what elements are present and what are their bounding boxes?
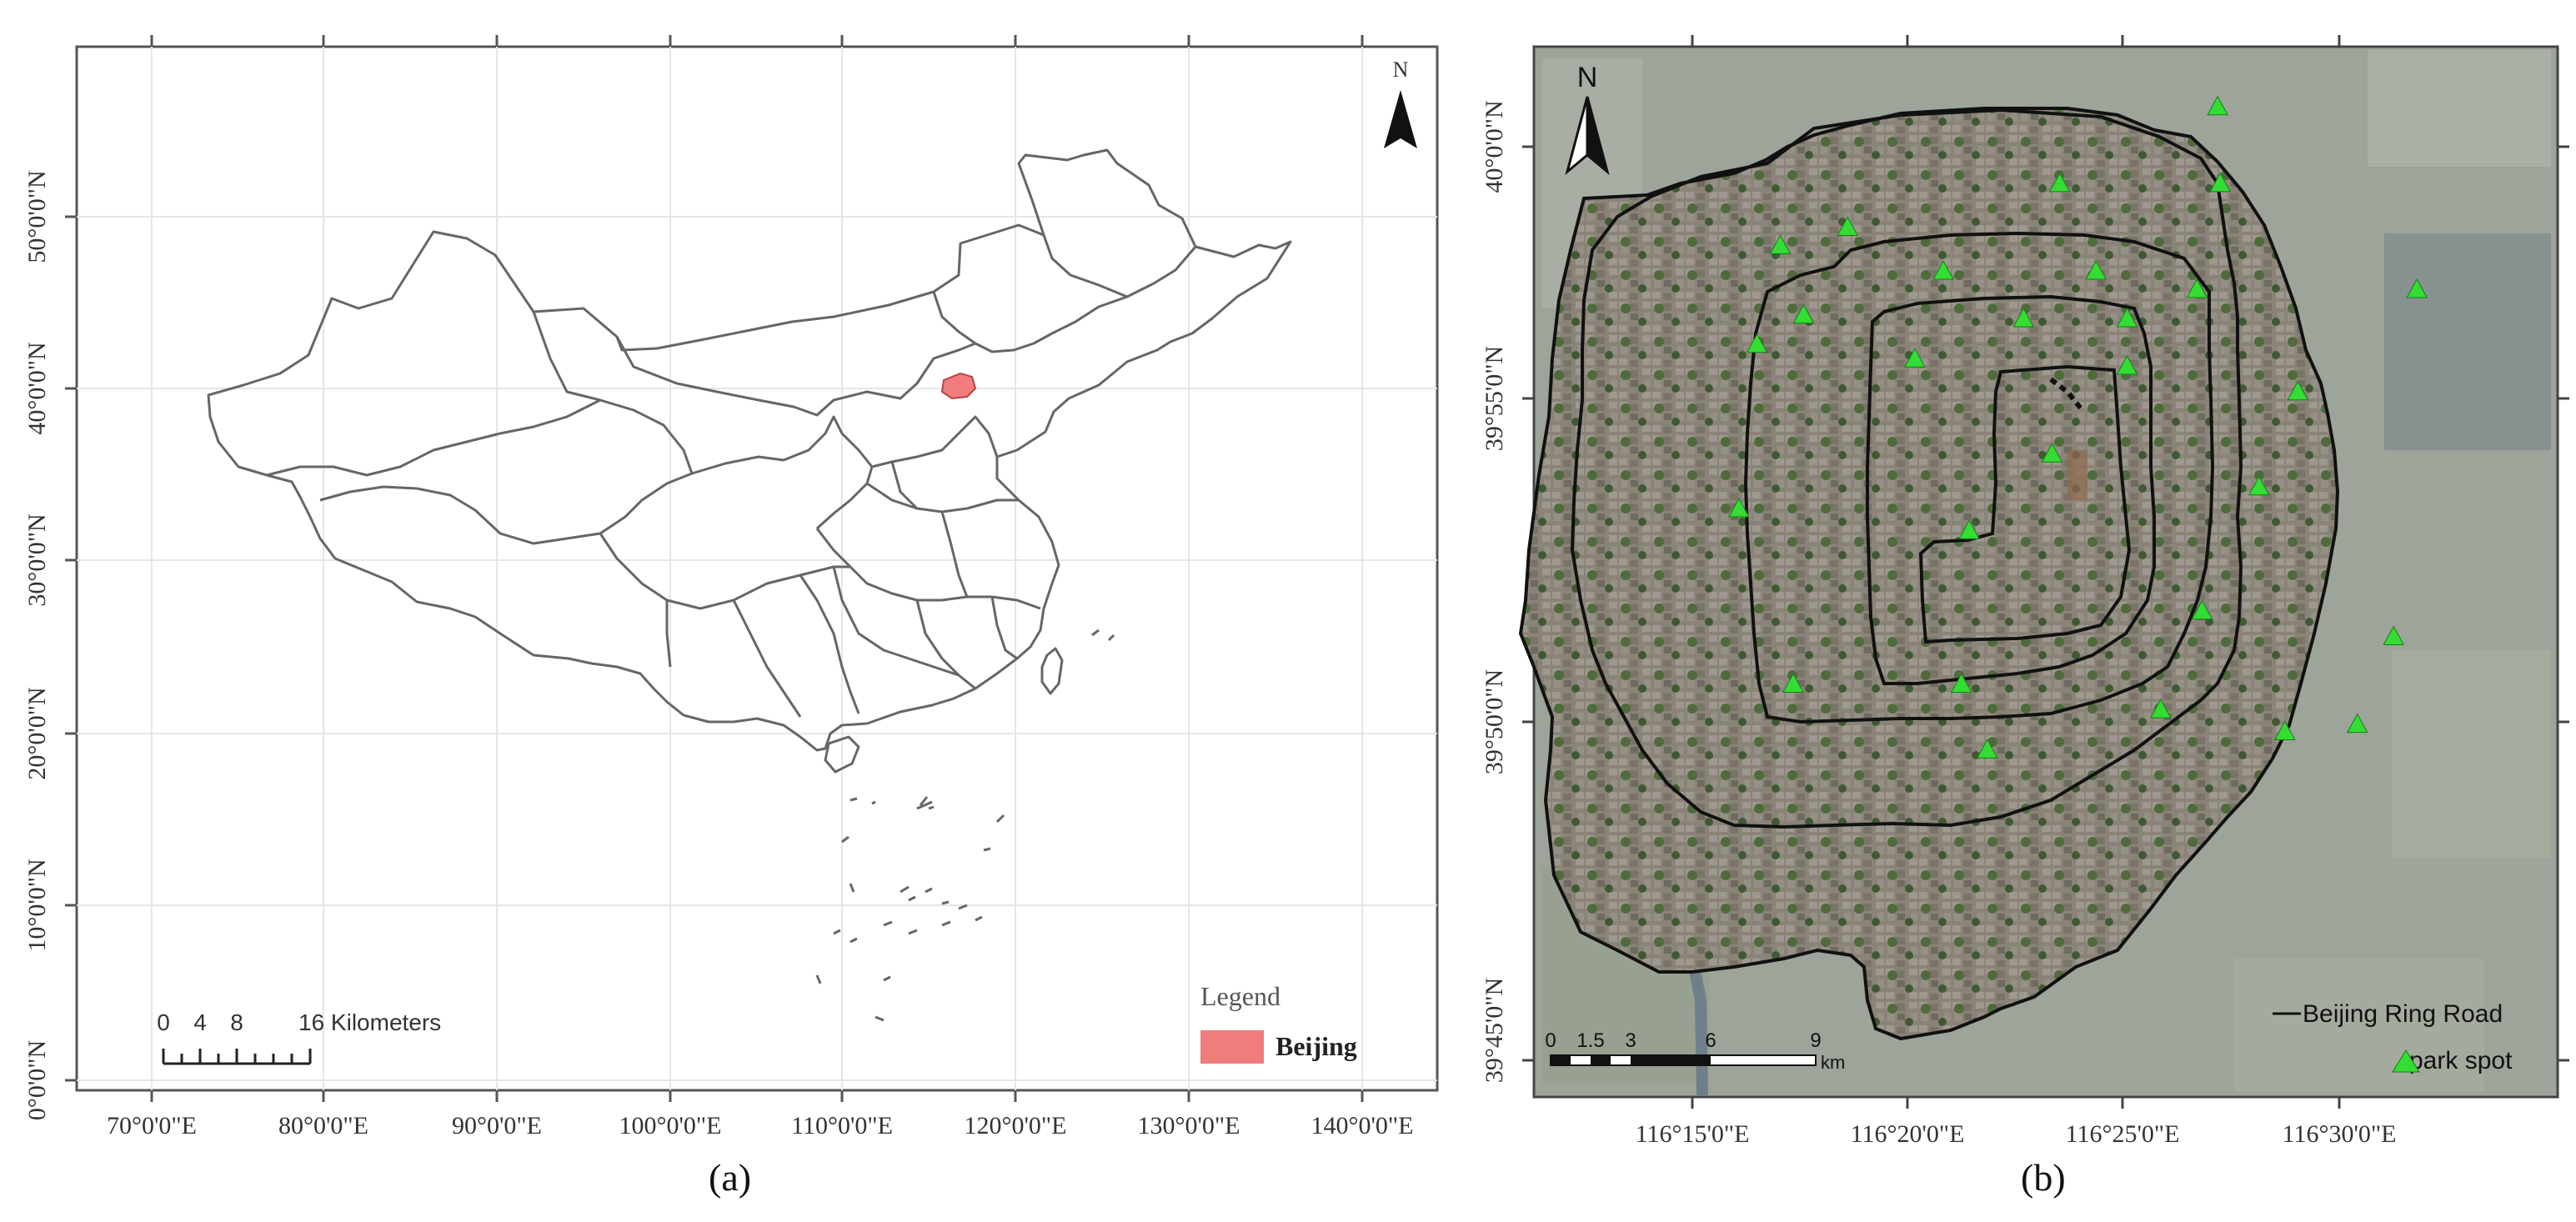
park-spot-marker <box>1958 519 1980 539</box>
park-spot-marker <box>1782 673 1804 693</box>
park-spot-marker <box>2116 354 2138 375</box>
panel-a-lat-label: 30°0'0"N <box>23 513 51 606</box>
park-spot-marker <box>1792 303 1815 324</box>
panel-b-ticks <box>1522 35 2569 1109</box>
park-spot-marker <box>2012 308 2035 328</box>
legend-park-spot: park spot <box>2409 1047 2513 1074</box>
park-spot-marker <box>1904 348 1926 368</box>
park-spot-marker <box>2116 308 2138 328</box>
panel-a-frame <box>75 45 1439 1092</box>
park-spot-marker <box>2287 380 2309 401</box>
panel-b-lon-label: 116°20'0"E <box>1851 1120 1965 1148</box>
park-spot-marker <box>1932 260 1954 280</box>
scale-tick-label: 0 <box>157 1009 170 1035</box>
park-spot-marker <box>2186 278 2208 298</box>
legend-title: Legend <box>1200 981 1280 1011</box>
park-spot-marker <box>2406 278 2428 298</box>
ring-road-3 <box>1866 294 2156 685</box>
panel-b-lon-label: 116°25'0"E <box>2066 1120 2180 1148</box>
scale-end-label: 16 Kilometers <box>298 1009 441 1035</box>
panel-b-lat-label: 39°55'0"N <box>1484 346 1508 451</box>
panel-a-lon-label: 120°0'0"E <box>965 1112 1067 1139</box>
panel-a-lon-label: 90°0'0"E <box>452 1112 542 1139</box>
lake-feature <box>2049 377 2083 410</box>
scale-b-tick: 9 <box>1810 1029 1821 1052</box>
forbidden-city <box>2067 450 2087 500</box>
park-spot-marker <box>2191 599 2213 620</box>
panel-a-lat-label: 10°0'0"N <box>23 859 51 951</box>
panel-b-lat-label: 39°50'0"N <box>1484 669 1508 774</box>
panel-a-lon-label: 110°0'0"E <box>791 1112 893 1139</box>
ring-road-2 <box>1918 364 2132 644</box>
south-china-sea-islands <box>815 629 1115 1022</box>
panel-a-ticks <box>65 35 1364 1102</box>
legend-swatch-beijing <box>1200 1030 1264 1064</box>
beijing-highlight <box>940 372 977 400</box>
park-spot-marker <box>1728 497 1750 518</box>
park-spot-marker <box>1950 673 1972 693</box>
panel-a-map: 70°0'0"E 80°0'0"E 90°0'0"E 100°0'0"E 110… <box>23 35 1439 1139</box>
park-spot-markers <box>1728 95 2428 759</box>
panel-b-lon-label: 116°30'0"E <box>2283 1120 2397 1148</box>
park-spot-marker <box>2048 172 2071 193</box>
panel-a-lat-label: 0°0'0"N <box>23 1040 51 1120</box>
panel-a-lon-label: 100°0'0"E <box>619 1112 722 1139</box>
ring-road-5 <box>1570 108 2243 829</box>
panel-b-caption: (b) <box>2021 1156 2066 1199</box>
panel-b-lat-label: 39°45'0"N <box>1484 978 1508 1083</box>
panel-b-legend: Beijing Ring Road park spot <box>2273 1000 2513 1074</box>
legend-ring-road: Beijing Ring Road <box>2303 1000 2503 1028</box>
park-spot-marker <box>2041 443 2063 463</box>
panel-b-lat-label: 40°0'0"N <box>1484 100 1508 193</box>
legend-item-beijing: Beijing <box>1275 1031 1357 1061</box>
panel-a-lon-label: 70°0'0"E <box>107 1112 197 1139</box>
park-spot-marker <box>2149 699 2172 719</box>
panel-b-lon-label: 116°15'0"E <box>1636 1120 1750 1148</box>
panel-b-scale-bar: 0 1.5 3 6 9 km <box>1545 1029 1845 1073</box>
panel-a-lat-label: 20°0'0"N <box>23 687 51 779</box>
park-spot-marker <box>1746 333 1768 353</box>
park-spot-marker <box>2207 95 2228 116</box>
panel-b-map: N 116°15'0"E 116°20'0"E 116°25'0"E 116°3… <box>1484 35 2569 1148</box>
panel-b-north-label: N <box>1577 62 1598 93</box>
scale-tick-label: 8 <box>230 1009 243 1035</box>
legend-park-spot-icon <box>2392 1049 2420 1073</box>
north-arrow-icon: N <box>1384 58 1417 148</box>
scale-b-unit: km <box>1821 1052 1845 1073</box>
park-spot-marker <box>2248 475 2270 496</box>
panel-a-lon-label: 80°0'0"E <box>278 1112 368 1139</box>
scale-b-tick: 3 <box>1625 1029 1636 1052</box>
study-area <box>1518 107 2340 1041</box>
scale-b-tick: 1.5 <box>1576 1029 1604 1052</box>
ring-roads <box>1570 108 2243 829</box>
panel-a-gridlines <box>77 47 1437 1090</box>
scale-b-tick: 6 <box>1705 1029 1716 1052</box>
panel-a-lat-label: 40°0'0"N <box>23 342 51 434</box>
north-label: N <box>1393 58 1409 82</box>
park-spot-marker <box>2383 625 2405 645</box>
ring-road-4 <box>1743 231 2215 724</box>
park-spot-marker <box>1837 216 1859 236</box>
panel-a-lon-label: 140°0'0"E <box>1311 1112 1414 1139</box>
park-spot-marker <box>2273 720 2296 740</box>
china-outline <box>207 148 1292 774</box>
scale-b-tick: 0 <box>1545 1029 1556 1052</box>
panel-a-lat-label: 50°0'0"N <box>23 170 51 263</box>
panel-a-scale-bar: 0 4 8 16 Kilometers <box>157 1009 441 1065</box>
panel-a-lon-label: 130°0'0"E <box>1138 1112 1240 1139</box>
park-spot-marker <box>2209 172 2232 193</box>
panel-b-north-arrow-icon: N <box>1565 62 1610 176</box>
park-spot-marker <box>1769 234 1792 254</box>
park-spot-marker <box>2085 260 2107 280</box>
park-spot-marker <box>1977 739 1998 759</box>
park-spot-marker <box>2346 713 2368 734</box>
scale-tick-label: 4 <box>193 1009 207 1035</box>
panel-a-caption: (a) <box>709 1156 752 1199</box>
panel-a-legend: Legend Beijing <box>1200 981 1357 1064</box>
